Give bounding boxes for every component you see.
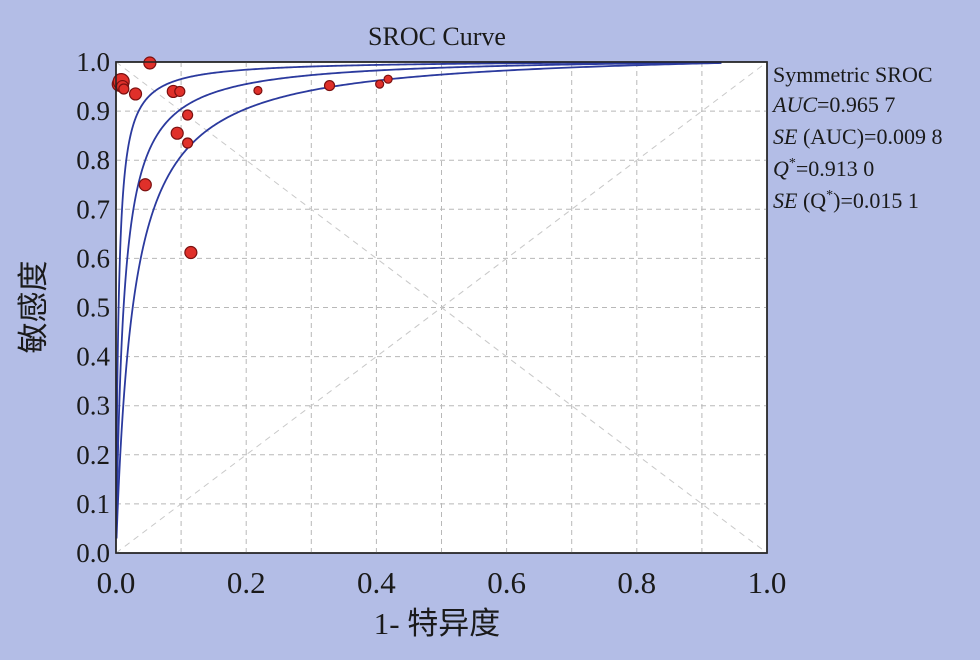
- study-point: [182, 137, 194, 149]
- legend-title: Symmetric SROC: [773, 62, 933, 87]
- y-tick-label: 0.1: [76, 489, 110, 519]
- study-point: [143, 56, 157, 70]
- study-point: [383, 74, 393, 84]
- study-point: [253, 85, 263, 96]
- y-tick-label: 0.5: [76, 293, 110, 323]
- legend-se-q-value: )=0.015 1: [833, 188, 919, 213]
- y-tick-label: 1.0: [76, 47, 110, 77]
- y-tick-label: 0.4: [76, 342, 110, 372]
- study-point: [182, 109, 194, 121]
- y-tick-label: 0.7: [76, 194, 110, 224]
- legend-q-value: =0.913 0: [796, 156, 874, 181]
- sroc-curve-1: [115, 61, 722, 472]
- chart-title: SROC Curve: [368, 22, 506, 51]
- legend-q-sup: *: [789, 156, 796, 171]
- study-point: [128, 87, 143, 101]
- study-point: [184, 245, 198, 260]
- y-tick-label: 0.3: [76, 391, 110, 421]
- study-points: [111, 56, 393, 260]
- study-point: [375, 79, 385, 89]
- legend-se-q-label: SE: [773, 188, 798, 213]
- anti-diagonal-line: [115, 61, 768, 554]
- legend-se-q: SE (Q*)=0.015 1: [773, 188, 919, 213]
- y-tick-label: 0.6: [76, 243, 110, 273]
- study-point: [138, 178, 152, 192]
- plot-border: [115, 61, 768, 554]
- study-point: [323, 79, 336, 92]
- y-tick-label: 0.9: [76, 96, 110, 126]
- legend-q-label: Q: [773, 156, 789, 181]
- legend-q: Q*=0.913 0: [773, 156, 874, 181]
- y-tick-label: 0.8: [76, 145, 110, 175]
- x-tick-label: 0.4: [357, 565, 396, 600]
- sroc-curve-3: [115, 62, 722, 539]
- sroc-curve-2: [115, 61, 722, 522]
- x-tick-labels: 0.0 0.2 0.4 0.6 0.8 1.0: [97, 565, 787, 600]
- y-tick-label: 0.0: [76, 538, 110, 568]
- y-tick-label: 0.2: [76, 440, 110, 470]
- legend-auc-value: =0.965 7: [817, 92, 895, 117]
- legend-se-auc-value: (AUC)=0.009 8: [797, 124, 942, 149]
- sroc-curves: [115, 61, 722, 539]
- x-tick-label: 0.6: [487, 565, 526, 600]
- legend: Symmetric SROC AUC=0.965 7 SE (AUC)=0.00…: [771, 62, 942, 213]
- study-point: [170, 126, 184, 140]
- x-tick-label: 1.0: [748, 565, 787, 600]
- legend-se-q-open: (Q: [797, 188, 826, 213]
- legend-se-auc-label: SE: [773, 124, 798, 149]
- legend-auc-label: AUC: [771, 92, 817, 117]
- legend-se-q-sup: *: [826, 188, 833, 203]
- legend-se-auc: SE (AUC)=0.009 8: [773, 124, 942, 149]
- study-point: [174, 85, 186, 98]
- y-axis-label: 敏感度: [16, 261, 51, 354]
- x-tick-label: 0.2: [227, 565, 266, 600]
- grid-lines: [116, 62, 767, 553]
- x-tick-label: 0.0: [97, 565, 136, 600]
- legend-auc: AUC=0.965 7: [771, 92, 895, 117]
- x-tick-label: 0.8: [617, 565, 656, 600]
- y-tick-labels: 0.0 0.1 0.2 0.3 0.4 0.5 0.6 0.7 0.8 0.9 1.0: [76, 47, 110, 568]
- x-axis-label: 1- 特异度: [374, 606, 501, 641]
- study-point: [118, 83, 130, 95]
